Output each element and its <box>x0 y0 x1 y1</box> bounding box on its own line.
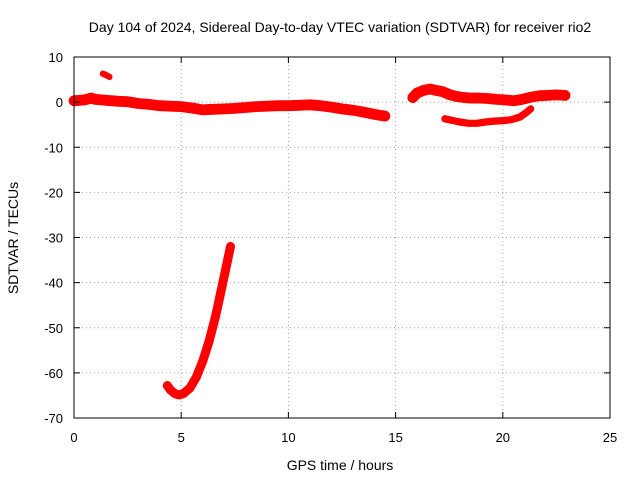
grid <box>74 57 610 418</box>
x-tick-label: 20 <box>496 430 510 445</box>
x-tick-label: 0 <box>70 430 77 445</box>
y-tick-label: 0 <box>56 95 63 110</box>
x-tick-label: 25 <box>603 430 617 445</box>
series-track-e <box>162 241 236 400</box>
series-track-a <box>68 92 391 122</box>
y-tick-label: -20 <box>44 185 63 200</box>
series-track-b <box>99 70 113 81</box>
y-tick-label: -30 <box>44 231 63 246</box>
x-tick-label: 15 <box>388 430 402 445</box>
y-tick-label: 10 <box>49 50 63 65</box>
x-axis-label: GPS time / hours <box>287 457 394 473</box>
x-tick-label: 10 <box>281 430 295 445</box>
chart-title: Day 104 of 2024, Sidereal Day-to-day VTE… <box>89 19 592 35</box>
series-track-c <box>407 83 571 107</box>
y-tick-label: -60 <box>44 366 63 381</box>
y-tick-label: -70 <box>44 411 63 426</box>
series-track-d <box>441 105 535 127</box>
y-tick-label: -10 <box>44 140 63 155</box>
y-tick-label: -40 <box>44 276 63 291</box>
x-tick-label: 5 <box>178 430 185 445</box>
axis-ticks: 0 5 10 15 20 25 10 0 -10 -20 -30 -40 -50 -60 -70 <box>44 50 617 445</box>
y-axis-label: SDTVAR / TECUs <box>5 182 21 294</box>
y-tick-label: -50 <box>44 321 63 336</box>
plot-area <box>68 70 571 400</box>
